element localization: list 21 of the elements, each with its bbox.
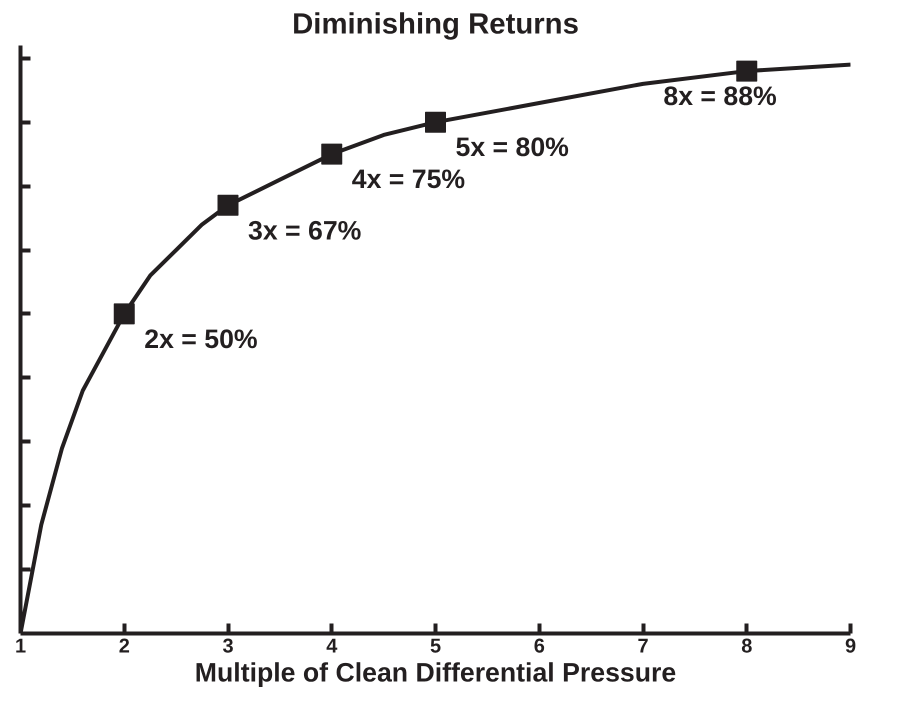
point <box>425 112 446 133</box>
data-label: 3x = 67% <box>248 215 362 246</box>
x-tick-label: 9 <box>844 636 856 658</box>
data-label: 8x = 88% <box>663 81 777 112</box>
x-tick-label: 3 <box>222 636 234 658</box>
point <box>321 144 342 165</box>
chart-title: Diminishing Returns <box>292 8 579 40</box>
x-tick-label: 7 <box>637 636 649 658</box>
x-tick-label: 4 <box>326 636 338 658</box>
x-axis-title: Multiple of Clean Differential Pressure <box>194 658 676 688</box>
point <box>114 303 135 324</box>
data-label: 4x = 75% <box>352 164 466 194</box>
x-tick-label: 5 <box>430 636 442 658</box>
point <box>218 194 238 216</box>
data-label: 2x = 50% <box>144 324 258 354</box>
x-tick-label: 6 <box>534 636 545 658</box>
x-tick-label: 2 <box>118 636 130 658</box>
x-tick-label: 8 <box>741 636 752 658</box>
data-label: 5x = 80% <box>456 132 569 162</box>
point <box>736 60 758 82</box>
x-tick-label: 1 <box>14 636 26 658</box>
